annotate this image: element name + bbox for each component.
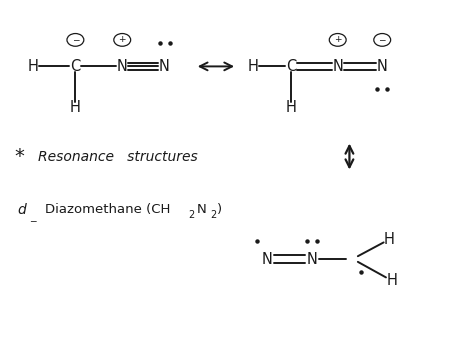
Text: H: H [386, 273, 397, 288]
Text: d: d [18, 202, 27, 216]
Text: C: C [70, 59, 81, 74]
Text: N: N [307, 252, 318, 266]
Text: C: C [286, 59, 296, 74]
Text: +: + [118, 36, 126, 45]
Text: H: H [248, 59, 259, 74]
Text: H: H [70, 99, 81, 115]
Text: N: N [117, 59, 128, 74]
Text: +: + [334, 36, 341, 45]
Text: *: * [15, 147, 24, 166]
Text: Resonance   structures: Resonance structures [38, 150, 198, 164]
Text: 2: 2 [188, 210, 194, 220]
Text: −: − [72, 36, 79, 45]
Text: H: H [384, 232, 395, 247]
Text: N: N [262, 252, 273, 266]
Text: −: − [378, 36, 386, 45]
Text: ): ) [217, 203, 222, 216]
Text: N: N [332, 59, 343, 74]
Text: H: H [285, 99, 296, 115]
Text: H: H [28, 59, 39, 74]
Text: _: _ [30, 212, 36, 222]
Text: 2: 2 [210, 210, 216, 220]
Text: N: N [197, 203, 207, 216]
Text: N: N [377, 59, 388, 74]
Text: Diazomethane (CH: Diazomethane (CH [45, 203, 170, 216]
Text: N: N [159, 59, 170, 74]
